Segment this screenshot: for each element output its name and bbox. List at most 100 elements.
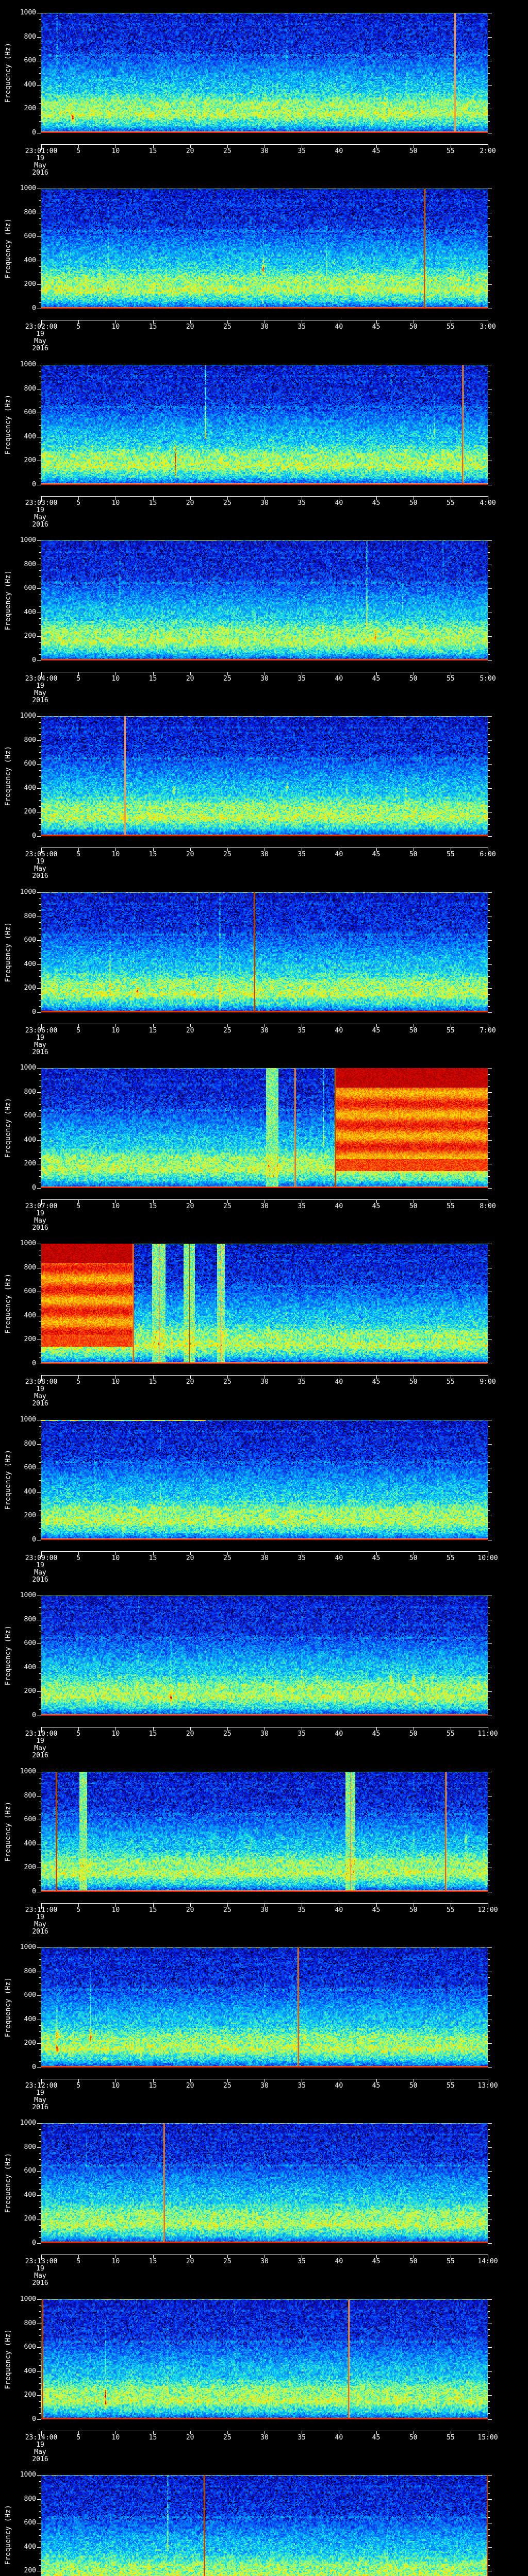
y-axis-minor-tick: [39, 1462, 41, 1463]
y-tick-label: 400: [24, 2015, 36, 2023]
y-tick-label: 600: [24, 232, 36, 241]
y-axis-right-tick: [488, 1188, 492, 1189]
x-tick-label: 20: [186, 499, 194, 507]
date-day-label: 19: [36, 1385, 44, 1393]
y-axis-right-minor-tick: [488, 73, 490, 74]
y-axis-minor-tick: [39, 2377, 41, 2378]
x-axis-tick: [227, 2431, 228, 2434]
date-month-label: May: [34, 514, 46, 521]
x-tick-label: 30: [260, 1554, 269, 1562]
x-tick-label: 15: [148, 1554, 157, 1562]
x-tick-label: 20: [186, 147, 194, 155]
x-tick-label: 25: [223, 1906, 232, 1914]
x-axis-tick: [153, 2255, 154, 2258]
x-tick-label: 55: [447, 1554, 455, 1562]
y-axis-minor-tick: [39, 1709, 41, 1710]
x-start-time-label: 23:01:00: [25, 147, 58, 155]
y-axis-tick: [37, 2499, 41, 2500]
x-tick-label: 15: [148, 1202, 157, 1210]
y-tick-label: 800: [24, 384, 36, 393]
x-tick-label: 50: [409, 851, 418, 858]
y-axis-right-minor-tick: [488, 776, 490, 777]
y-axis-minor-tick: [39, 770, 41, 771]
x-tick-label: 55: [447, 499, 455, 507]
y-axis-label: Frequency (Hz): [4, 394, 12, 455]
y-tick-label: 200: [24, 1863, 36, 1872]
y-axis-minor-tick: [39, 958, 41, 959]
y-axis-minor-tick: [39, 2031, 41, 2032]
y-axis-minor-tick: [39, 552, 41, 553]
y-tick-label: 200: [24, 280, 36, 289]
x-tick-label: 45: [372, 1730, 381, 1738]
y-axis-minor-tick: [39, 1321, 41, 1322]
y-axis-right-tick: [488, 540, 492, 541]
x-tick-label: 50: [409, 1906, 418, 1914]
y-axis-right-minor-tick: [488, 407, 490, 408]
y-tick-label: 600: [24, 1112, 36, 1120]
x-end-time-label: 7:00: [480, 1027, 496, 1035]
y-axis-minor-tick: [39, 994, 41, 995]
y-axis-right-minor-tick: [488, 2413, 490, 2414]
x-axis-tick: [376, 1727, 377, 1731]
y-tick-label: 600: [24, 2343, 36, 2351]
x-tick-label: 30: [260, 1730, 269, 1738]
y-tick-label: 0: [32, 2063, 36, 2071]
x-tick-label: 5: [76, 1378, 81, 1386]
y-axis-right-minor-tick: [488, 2481, 490, 2482]
x-tick-label: 25: [223, 499, 232, 507]
y-axis-tick: [37, 1188, 41, 1189]
x-tick-label: 45: [372, 499, 381, 507]
y-axis-right-minor-tick: [488, 824, 490, 825]
x-tick-label: 15: [148, 851, 157, 858]
y-axis-minor-tick: [39, 922, 41, 923]
y-axis-right-minor-tick: [488, 1709, 490, 1710]
y-axis-right-tick: [488, 892, 492, 893]
y-tick-label: 400: [24, 960, 36, 968]
x-axis-tick: [153, 1904, 154, 1907]
y-tick-label: 0: [32, 1008, 36, 1016]
y-axis-label: Frequency (Hz): [4, 745, 12, 806]
y-axis-right-minor-tick: [488, 1128, 490, 1129]
y-axis-tick: [37, 788, 41, 789]
y-axis-right-minor-tick: [488, 1110, 490, 1111]
x-tick-label: 30: [260, 1378, 269, 1386]
y-axis-right-minor-tick: [488, 642, 490, 643]
y-axis-right-minor-tick: [488, 266, 490, 267]
y-axis-right-tick: [488, 37, 492, 38]
y-axis-right-minor-tick: [488, 2141, 490, 2142]
spectrogram-panel: Frequency (Hz) 0 200 400 600 800 1000 23:01:0…: [0, 0, 528, 177]
y-axis-minor-tick: [39, 1152, 41, 1153]
date-year-label: 2016: [32, 2455, 48, 2463]
y-axis-right-minor-tick: [488, 2177, 490, 2178]
spectrogram-panel: Frequency (Hz) 0 200 400 600 800 1000 23:02:0…: [0, 176, 528, 352]
x-tick-label: 15: [148, 2258, 157, 2265]
x-tick-label: 50: [409, 147, 418, 155]
x-tick-label: 55: [447, 1378, 455, 1386]
x-tick-label: 20: [186, 2258, 194, 2265]
y-axis-minor-tick: [39, 2481, 41, 2482]
x-end-time-label: 2:00: [480, 147, 496, 155]
y-axis-minor-tick: [39, 1977, 41, 1978]
x-start-time-label: 23:02:00: [25, 323, 58, 331]
y-axis-minor-tick: [39, 2141, 41, 2142]
date-year-label: 2016: [32, 2104, 48, 2111]
x-axis-tick: [190, 145, 191, 148]
x-tick-label: 55: [447, 323, 455, 331]
x-start-time-label: 23:13:00: [25, 2258, 58, 2265]
y-axis-minor-tick: [39, 2177, 41, 2178]
x-tick-label: 15: [148, 1730, 157, 1738]
x-tick-label: 30: [260, 1202, 269, 1210]
y-axis-right-minor-tick: [488, 2025, 490, 2026]
y-axis-right-tick: [488, 1068, 492, 1069]
y-axis-minor-tick: [39, 2493, 41, 2494]
y-tick-label: 0: [32, 1360, 36, 1367]
x-tick-label: 40: [335, 1554, 343, 1562]
x-axis-tick: [376, 145, 377, 148]
x-tick-label: 55: [447, 2434, 455, 2442]
y-axis-right-minor-tick: [488, 994, 490, 995]
x-axis-tick: [78, 2079, 79, 2082]
x-tick-label: 35: [298, 2434, 306, 2442]
y-axis-right-minor-tick: [488, 818, 490, 819]
spectrogram-image: [41, 1244, 488, 1364]
x-tick-label: 45: [372, 2258, 381, 2265]
